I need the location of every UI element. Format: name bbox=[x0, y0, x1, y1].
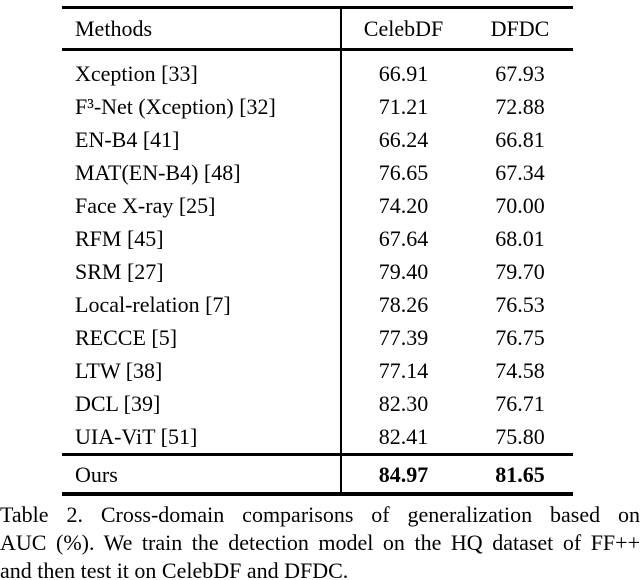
method-cell: EN-B4 [41] bbox=[75, 127, 180, 152]
dfdc-cell: 74.58 bbox=[495, 358, 545, 383]
ours-label: Ours bbox=[75, 461, 118, 487]
caption-line-1: Table 2. Cross-domain comparisons of gen… bbox=[0, 502, 640, 527]
celebdf-cell: 71.21 bbox=[378, 94, 429, 119]
methods-column-header: Methods bbox=[75, 16, 152, 41]
dfdc-cell: 76.75 bbox=[495, 325, 545, 350]
top-rule bbox=[62, 6, 573, 9]
dfdc-cell: 75.80 bbox=[495, 424, 545, 449]
table-row: SRM [27] 79.40 79.70 bbox=[62, 255, 573, 288]
celebdf-cell: 66.24 bbox=[378, 127, 429, 152]
table-row: Local-relation [7] 78.26 76.53 bbox=[62, 288, 573, 321]
method-cell: SRM [27] bbox=[75, 259, 164, 284]
table-row: RFM [45] 67.64 68.01 bbox=[62, 222, 573, 255]
dfdc-cell: 67.34 bbox=[495, 160, 545, 185]
method-cell: UIA-ViT [51] bbox=[75, 424, 198, 449]
bottom-rule bbox=[62, 492, 573, 496]
method-cell: DCL [39] bbox=[75, 391, 161, 416]
table-header-row: Methods CelebDF DFDC bbox=[62, 9, 573, 48]
caption-line-2: AUC (%). We train the detection model on… bbox=[0, 530, 640, 555]
celebdf-cell: 77.14 bbox=[378, 358, 429, 383]
caption-line-3: and then test it on CelebDF and DFDC. bbox=[0, 558, 349, 580]
dfdc-cell: 76.53 bbox=[495, 292, 545, 317]
mid-rule bbox=[62, 453, 573, 456]
table-row: F³-Net (Xception) [32] 71.21 72.88 bbox=[62, 90, 573, 123]
celebdf-cell: 82.30 bbox=[378, 391, 429, 416]
celebdf-cell: 76.65 bbox=[378, 160, 429, 185]
method-cell: Xception [33] bbox=[75, 61, 198, 86]
table-row: UIA-ViT [51] 82.41 75.80 bbox=[62, 420, 573, 453]
table-row: EN-B4 [41] 66.24 66.81 bbox=[62, 123, 573, 156]
table-row: Face X-ray [25] 74.20 70.00 bbox=[62, 189, 573, 222]
table-row: LTW [38] 77.14 74.58 bbox=[62, 354, 573, 387]
ours-dfdc-value: 81.65 bbox=[495, 461, 545, 487]
dfdc-cell: 76.71 bbox=[495, 391, 545, 416]
celebdf-cell: 79.40 bbox=[378, 259, 429, 284]
results-table: Methods CelebDF DFDC Xception [33] 66.91… bbox=[62, 6, 573, 496]
dfdc-cell: 72.88 bbox=[495, 94, 545, 119]
celebdf-cell: 66.91 bbox=[378, 61, 429, 86]
celebdf-column-header: CelebDF bbox=[363, 16, 444, 41]
celebdf-cell: 67.64 bbox=[378, 226, 429, 251]
method-cell: F³-Net (Xception) [32] bbox=[75, 94, 276, 119]
celebdf-cell: 82.41 bbox=[378, 424, 429, 449]
method-cell: Face X-ray [25] bbox=[75, 193, 216, 218]
header-rule bbox=[62, 48, 573, 51]
method-cell: MAT(EN-B4) [48] bbox=[75, 160, 241, 185]
table-body: Xception [33] 66.91 67.93 F³-Net (Xcepti… bbox=[62, 51, 573, 453]
dfdc-cell: 70.00 bbox=[495, 193, 545, 218]
dfdc-cell: 79.70 bbox=[495, 259, 545, 284]
celebdf-cell: 78.26 bbox=[378, 292, 429, 317]
dfdc-cell: 68.01 bbox=[495, 226, 545, 251]
dfdc-column-header: DFDC bbox=[490, 16, 550, 41]
table-row: RECCE [5] 77.39 76.75 bbox=[62, 321, 573, 354]
celebdf-cell: 74.20 bbox=[378, 193, 429, 218]
table-row: DCL [39] 82.30 76.71 bbox=[62, 387, 573, 420]
table-row: Xception [33] 66.91 67.93 bbox=[62, 57, 573, 90]
ours-celebdf-value: 84.97 bbox=[378, 461, 429, 487]
method-cell: RECCE [5] bbox=[75, 325, 178, 350]
dfdc-cell: 66.81 bbox=[495, 127, 545, 152]
ours-row: Ours 84.97 81.65 bbox=[62, 456, 573, 492]
method-cell: Local-relation [7] bbox=[75, 292, 231, 317]
method-cell: RFM [45] bbox=[75, 226, 164, 251]
dfdc-cell: 67.93 bbox=[495, 61, 545, 86]
table-caption: Table 2. Cross-domain comparisons of gen… bbox=[0, 501, 640, 580]
method-cell: LTW [38] bbox=[75, 358, 163, 383]
table-row: MAT(EN-B4) [48] 76.65 67.34 bbox=[62, 156, 573, 189]
celebdf-cell: 77.39 bbox=[378, 325, 429, 350]
column-separator-line bbox=[340, 9, 342, 496]
